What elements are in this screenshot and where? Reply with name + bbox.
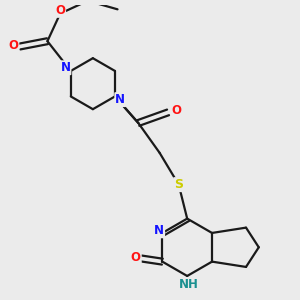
Text: N: N: [61, 61, 70, 74]
Text: N: N: [154, 224, 164, 237]
Text: NH: NH: [179, 278, 199, 291]
Text: O: O: [172, 104, 182, 117]
Text: O: O: [55, 4, 65, 17]
Text: N: N: [115, 93, 125, 106]
Text: O: O: [8, 39, 18, 52]
Text: O: O: [131, 251, 141, 264]
Text: S: S: [174, 178, 183, 191]
